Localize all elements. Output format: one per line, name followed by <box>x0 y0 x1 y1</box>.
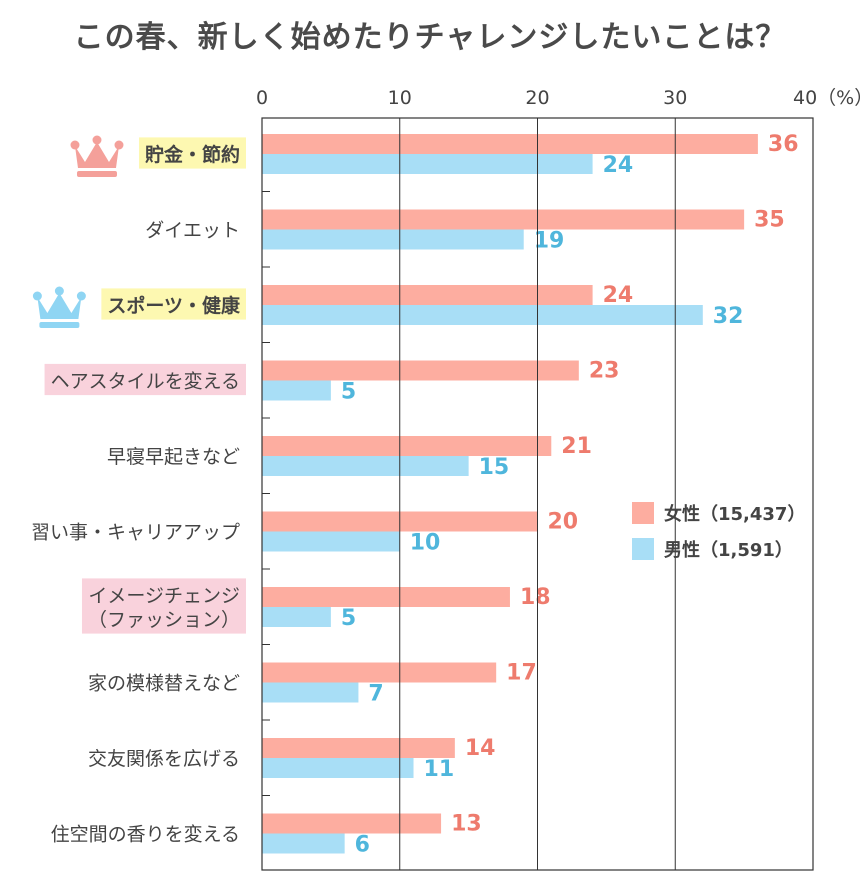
category-label: （ファッション） <box>88 609 240 631</box>
category-label: 交友関係を広げる <box>88 748 240 770</box>
category-label: スポーツ・健康 <box>107 294 241 317</box>
category-highlight <box>138 137 246 169</box>
data-label-female: 14 <box>465 736 496 761</box>
bar-female <box>262 662 497 683</box>
category-label: 早寝早起きなど <box>107 446 240 468</box>
data-label-female: 13 <box>451 812 482 837</box>
bar-male <box>262 229 524 250</box>
category-label: 家の模様替えなど <box>88 673 240 695</box>
bar-male <box>262 607 331 627</box>
category-label: イメージチェンジ <box>88 585 240 607</box>
bar-female <box>262 360 579 381</box>
bar-female <box>262 587 510 607</box>
bar-male <box>262 531 400 552</box>
bar-female <box>262 436 552 456</box>
category-label: ダイエット <box>145 220 240 242</box>
data-label-male: 7 <box>368 682 383 707</box>
legend-label-female: 女性（15,437） <box>664 503 805 525</box>
data-label-male: 11 <box>424 757 455 782</box>
data-label-female: 20 <box>548 510 579 535</box>
bar-male <box>262 682 359 703</box>
category-label: 住空間の香りを変える <box>51 824 240 846</box>
data-label-female: 18 <box>520 585 551 610</box>
bar-female <box>262 738 455 758</box>
data-label-male: 15 <box>479 455 510 480</box>
data-label-male: 19 <box>534 229 565 254</box>
legend-swatch-male <box>632 538 654 560</box>
x-tick-label: 10 <box>388 87 412 109</box>
data-label-female: 36 <box>768 132 799 157</box>
x-tick-label: 40（%） <box>793 87 860 109</box>
data-label-male: 32 <box>713 304 744 329</box>
data-label-male: 24 <box>603 153 634 178</box>
data-label-female: 24 <box>603 283 634 308</box>
bar-male <box>262 380 331 401</box>
data-label-male: 10 <box>410 531 441 556</box>
bar-female <box>262 134 758 154</box>
data-label-male: 5 <box>341 380 356 405</box>
bar-female <box>262 813 442 834</box>
bar-female <box>262 285 593 305</box>
data-label-female: 23 <box>589 359 620 384</box>
legend-swatch-female <box>632 502 654 524</box>
category-label: ヘアスタイルを変える <box>51 371 240 393</box>
category-highlight <box>101 288 246 320</box>
x-tick-label: 30 <box>663 87 687 109</box>
pink-crown-icon <box>70 135 124 177</box>
bar-male <box>262 833 345 854</box>
category-label: 貯金・節約 <box>145 143 240 166</box>
data-label-female: 35 <box>754 208 785 233</box>
x-tick-label: 20 <box>525 87 549 109</box>
data-label-female: 21 <box>561 434 592 459</box>
bar-female <box>262 209 745 230</box>
bar-male <box>262 305 703 325</box>
category-label: 習い事・キャリアアップ <box>31 522 240 544</box>
bar-male <box>262 154 593 174</box>
chart-title: この春、新しく始めたりチャレンジしたいことは？ <box>73 20 787 55</box>
category-highlight <box>44 363 246 396</box>
data-label-male: 6 <box>355 833 370 858</box>
category-highlight <box>81 578 246 634</box>
bar-male <box>262 456 469 476</box>
data-label-female: 17 <box>506 661 537 686</box>
x-tick-label: 0 <box>256 87 268 109</box>
blue-crown-icon <box>32 286 86 328</box>
data-label-male: 5 <box>341 606 356 631</box>
bar-male <box>262 758 414 778</box>
legend-label-male: 男性（1,591） <box>664 539 793 561</box>
